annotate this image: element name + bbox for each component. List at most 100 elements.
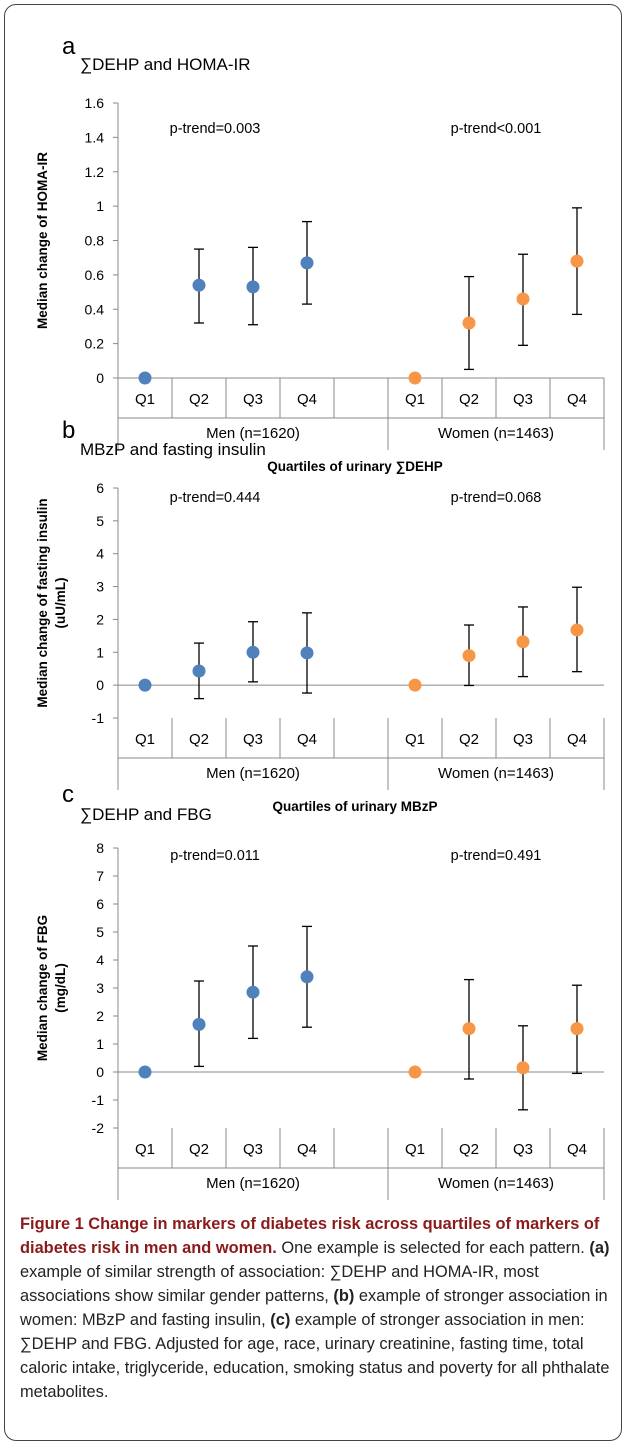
panel-c-trend-annotation: p-trend=0.491 [451,848,542,864]
panel-a-y-tick-label: 1.4 [85,129,105,145]
panel-b-data-point [462,649,476,663]
panel-c-series-label: Men (n=1620) [206,1175,300,1192]
panel-a-x-tick-label: Q1 [405,391,425,408]
panel-b-x-axis-title: Quartiles of urinary MBzP [272,799,437,814]
panel-a-y-tick-label: 0.2 [85,336,105,352]
panel-b-data-point [246,645,260,659]
panel-a-trend-annotation: p-trend<0.001 [451,121,542,137]
panel-c-y-axis-title: Median change of FBG [35,915,50,1061]
panel-a-x-tick-label: Q3 [513,391,533,408]
caption-text-2: example of similar strength of associati… [20,1263,539,1305]
panel-b-y-tick-label: 0 [96,677,104,693]
panel-c-data-point [462,1022,476,1036]
panel-c-x-tick-label: Q2 [189,1141,209,1158]
caption-text-1: One example is selected for each pattern… [276,1239,590,1257]
panel-a-y-tick-label: 0.6 [85,267,105,283]
panel-c-data-point [408,1065,422,1079]
panel-c-y-tick-label: 1 [96,1036,104,1052]
panel-b-x-tick-label: Q2 [459,731,479,748]
panel-b-y-tick-label: 4 [96,546,104,562]
figure-caption: Figure 1 Change in markers of diabetes r… [20,1212,612,1404]
panel-b-y-tick-label: 3 [96,579,104,595]
panel-c-x-tick-label: Q3 [243,1141,263,1158]
panel-a-data-point [516,292,530,306]
panel-a-x-tick-label: Q2 [459,391,479,408]
panel-c-x-tick-label: Q4 [297,1141,317,1158]
panel-c-y-tick-label: 7 [96,868,104,884]
panel-a-x-axis-title: Quartiles of urinary ∑DEHP [267,459,442,474]
panel-a-y-axis-title: Median change of HOMA-IR [35,152,50,329]
panel-b-x-tick-label: Q4 [567,731,587,748]
panel-c-x-tick-label: Q2 [459,1141,479,1158]
panel-c-y-tick-label: 4 [96,952,104,968]
panel-a-data-point [300,256,314,270]
figure-charts: a∑DEHP and HOMA-IR 1.6 1.4 1.2 1 0.8 0.6 0.4 0.2… [35,33,605,1200]
panel-a-y-tick-label: 1.2 [85,164,105,180]
panel-b-title: MBzP and fasting insulin [80,440,266,459]
panel-a-data-point [408,371,422,385]
panel-a-trend-annotation: p-trend=0.003 [170,121,261,137]
panel-c-x-tick-label: Q1 [405,1141,425,1158]
panel-b-label: b [62,417,75,444]
panel-b-data-point [516,635,530,649]
panel-b-x-tick-label: Q2 [189,731,209,748]
panel-c-y-axis-title-unit: (mg/dL) [53,963,68,1013]
panel-c-data-point [138,1065,152,1079]
panel-b-series-label: Women (n=1463) [438,765,554,782]
panel-c-x-tick-label: Q1 [135,1141,155,1158]
panel-b-y-axis-title-unit: (uU/mL) [53,578,68,629]
panel-c-title: ∑DEHP and FBG [80,805,212,824]
panel-c-data-point [246,985,260,999]
caption-label-a: (a) [589,1239,610,1257]
panel-b-y-tick-label: 1 [96,644,104,660]
panel-c-y-tick-label: 6 [96,896,104,912]
panel-a-data-point [192,278,206,292]
panel-c-x-tick-label: Q3 [513,1141,533,1158]
panel-c-data-point [300,970,314,984]
panel-b-data-point [300,646,314,660]
panel-a-x-tick-label: Q3 [243,391,263,408]
figure-frame [4,4,622,1441]
panel-b-trend-annotation: p-trend=0.068 [451,490,542,506]
panel-a-x-tick-label: Q4 [567,391,587,408]
panel-c-data-point [570,1022,584,1036]
panel-b-y-tick-label: 6 [96,480,104,496]
panel-a-x-tick-label: Q4 [297,391,317,408]
panel-c-y-tick-label: 3 [96,980,104,996]
panel-a-y-tick-label: 0.8 [85,233,105,249]
panel-b-data-point [192,664,206,678]
panel-c-data-point [192,1017,206,1031]
panel-a-label: a [62,33,76,60]
panel-b-y-tick-label: 5 [96,513,104,529]
panel-b-data-point [570,623,584,637]
panel-c-series-label: Women (n=1463) [438,1175,554,1192]
panel-b-x-tick-label: Q1 [135,731,155,748]
panel-c-y-tick-label: 2 [96,1008,104,1024]
caption-text-3: example of stronger association in women… [20,1287,608,1329]
panel-a-series-label: Women (n=1463) [438,425,554,442]
caption-heading: Figure 1 Change in markers of diabetes r… [20,1215,600,1257]
caption-label-b: (b) [333,1287,355,1305]
panel-c-y-tick-label: -1 [92,1092,105,1108]
panel-b-trend-annotation: p-trend=0.444 [170,490,261,506]
panel-a-y-tick-label: 1 [96,198,104,214]
panel-a-data-point [462,316,476,330]
panel-b-data-point [408,678,422,692]
caption-text-4: example of stronger association in men: … [20,1311,610,1401]
panel-a-title: ∑DEHP and HOMA-IR [80,55,251,74]
panel-c-y-tick-label: 0 [96,1064,104,1080]
panel-b-x-tick-label: Q3 [513,731,533,748]
panel-b-x-tick-label: Q4 [297,731,317,748]
panel-c-data-point [516,1061,530,1075]
panel-a-x-tick-label: Q1 [135,391,155,408]
panel-b-x-tick-label: Q1 [405,731,425,748]
panel-c-label: c [62,781,74,808]
panel-b-y-tick-label: 2 [96,611,104,627]
panel-a-y-tick-label: 1.6 [85,95,105,111]
caption-label-c: (c) [270,1311,291,1329]
panel-b-y-axis-title: Median change of fasting insulin [35,498,50,707]
panel-a-y-tick-label: 0.4 [85,301,105,317]
panel-b-series-label: Men (n=1620) [206,765,300,782]
panel-b-y-tick-label: -1 [92,710,105,726]
panel-a-x-tick-label: Q2 [189,391,209,408]
